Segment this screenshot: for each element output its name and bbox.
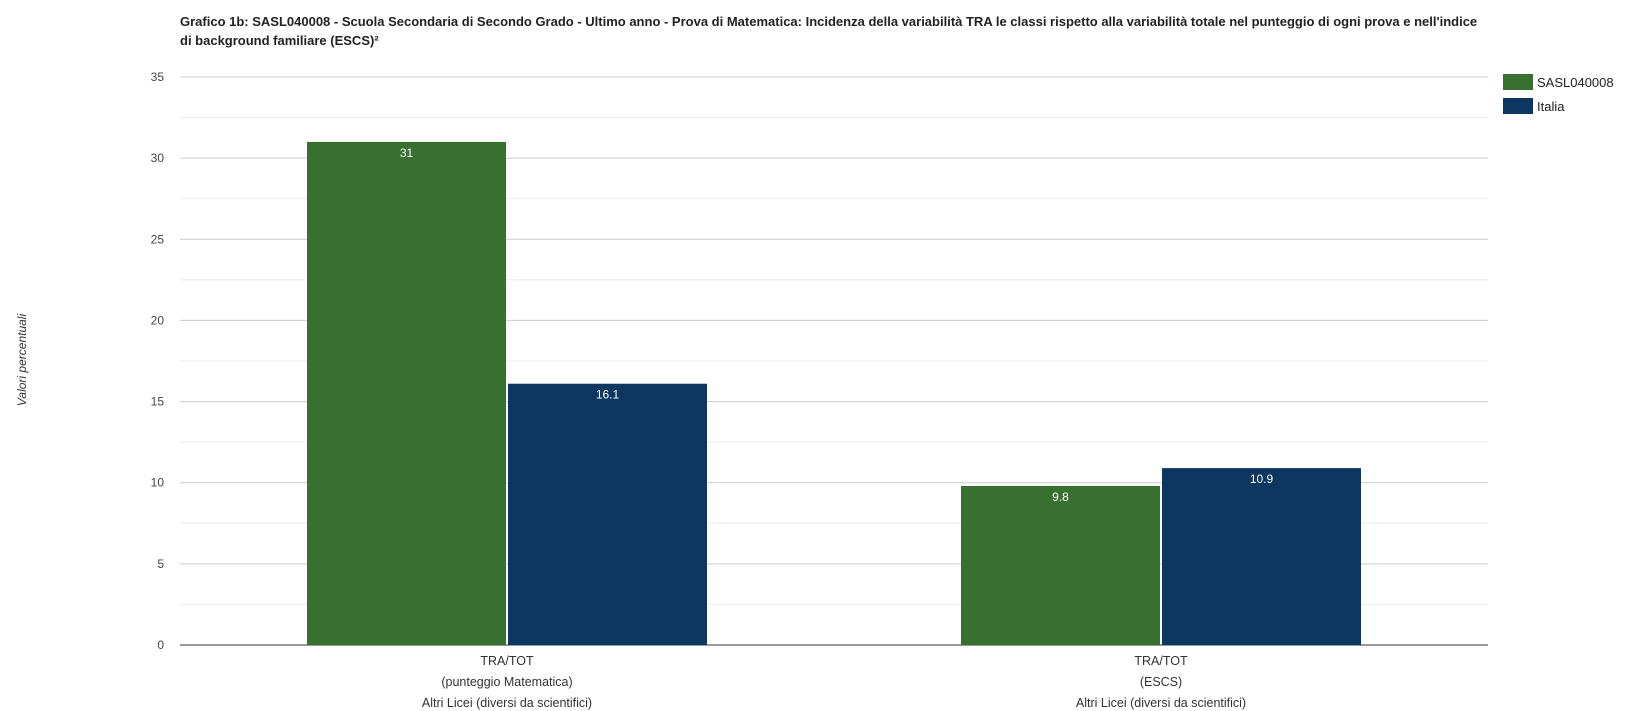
legend-swatch <box>1503 74 1533 90</box>
y-tick-label: 25 <box>151 232 165 246</box>
legend-label: SASL040008 <box>1537 75 1614 90</box>
data-label: 9.8 <box>1052 490 1069 504</box>
bar <box>307 141 506 645</box>
x-tick-label: TRA/TOT <box>1134 654 1188 668</box>
bar <box>961 485 1160 645</box>
x-tick-label: (punteggio Matematica) <box>441 675 572 689</box>
y-tick-label: 30 <box>151 151 165 165</box>
x-tick-label: (ESCS) <box>1140 675 1182 689</box>
y-tick-label: 5 <box>157 557 164 571</box>
chart-title: Grafico 1b: SASL040008 - Scuola Secondar… <box>180 14 1478 48</box>
bar <box>508 383 707 645</box>
data-label: 31 <box>400 146 414 160</box>
y-tick-label: 15 <box>151 395 165 409</box>
data-label: 10.9 <box>1250 472 1274 486</box>
x-tick-label: TRA/TOT <box>480 654 534 668</box>
x-tick-label: Altri Licei (diversi da scientifici) <box>1076 696 1246 710</box>
y-tick-label: 35 <box>151 70 165 84</box>
bar <box>1162 468 1361 645</box>
data-label: 16.1 <box>596 388 620 402</box>
y-tick-label: 10 <box>151 476 165 490</box>
y-tick-label: 0 <box>157 638 164 652</box>
y-tick-label: 20 <box>151 313 165 327</box>
legend-label: Italia <box>1537 99 1565 114</box>
legend-swatch <box>1503 98 1533 114</box>
x-tick-label: Altri Licei (diversi da scientifici) <box>422 696 592 710</box>
